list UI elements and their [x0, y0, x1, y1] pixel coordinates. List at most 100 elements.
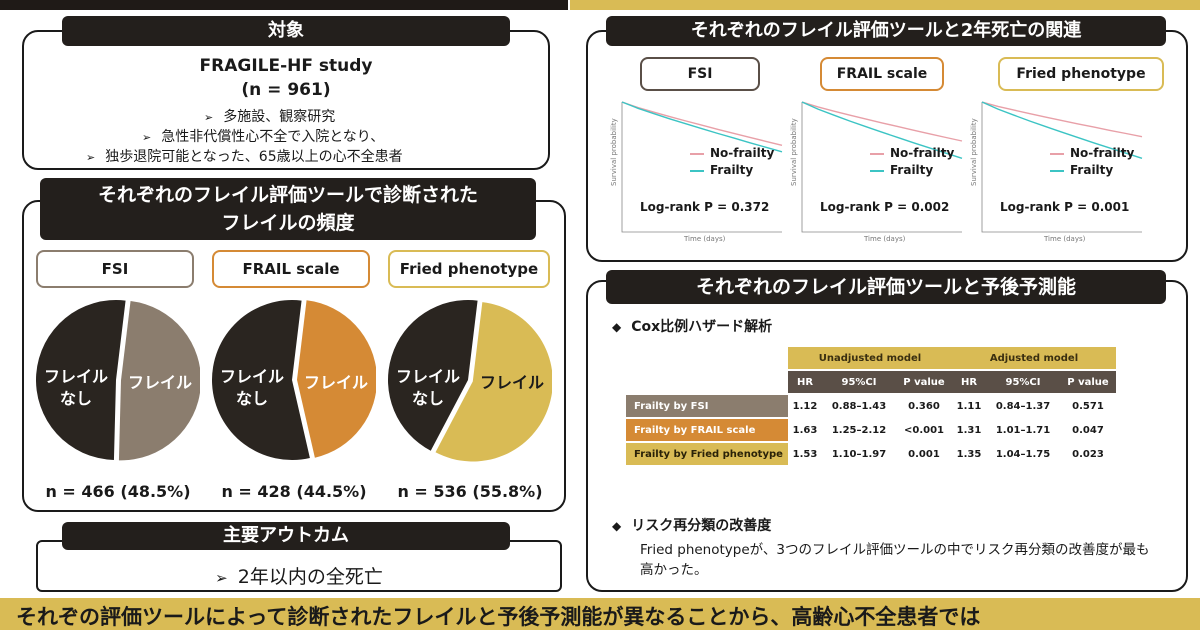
frequency-tool-label: Fried phenotype: [388, 250, 550, 288]
cox-cell: 1.11: [956, 400, 982, 412]
conclusion-banner: それぞの評価ツールによって診断されたフレイルと予後予測能が異なることから、高齢心…: [0, 598, 1200, 630]
km-x-axis-label: Time (days): [684, 235, 726, 243]
legend-label-no-frailty: No-frailty: [710, 146, 775, 160]
cox-cell: <0.001: [903, 424, 944, 436]
group-header-adjusted: Adjusted model: [952, 347, 1116, 369]
cox-cell: 1.04–1.75: [995, 448, 1051, 460]
cox-cell: 0.360: [908, 400, 940, 412]
km-legend-frailty: Frailty: [1050, 163, 1113, 177]
km-curve-frailty: [981, 101, 1143, 159]
col-header: HR: [788, 371, 822, 393]
km-tool-label: FRAIL scale: [820, 57, 944, 91]
mortality-header: それぞれのフレイル評価ツールと2年死亡の関連: [606, 16, 1166, 46]
arrow-bullet-icon: ➢: [215, 569, 228, 587]
cox-cell: 1.01–1.71: [995, 424, 1051, 436]
risk-reclassification-text: Fried phenotypeが、3つのフレイル評価ツールの中でリスク再分類の改…: [640, 542, 1150, 578]
risk-section-title: ◆ リスク再分類の改善度: [612, 518, 772, 534]
cox-row-label: Frailty by FRAIL scale: [626, 419, 788, 441]
km-x-axis-label: Time (days): [864, 235, 906, 243]
km-logrank-p: Log-rank P = 0.001: [1000, 200, 1130, 214]
subject-bullet-1: ➢ 多施設、観察研究: [204, 109, 336, 125]
km-logrank-p: Log-rank P = 0.002: [820, 200, 950, 214]
legend-label-frailty: Frailty: [890, 163, 934, 177]
frequency-tool-label: FRAIL scale: [212, 250, 370, 288]
legend-line-frailty: [870, 169, 884, 172]
legend-line-no-frailty: [690, 152, 704, 155]
pie-label-no-frailty: フレイル なし: [43, 367, 108, 408]
frequency-tool-label: FSI: [36, 250, 194, 288]
km-logrank-p: Log-rank P = 0.372: [640, 200, 770, 214]
study-sample-size: (n = 961): [241, 80, 331, 100]
col-header: 95%CI: [986, 371, 1060, 393]
km-plot: Survival probability Time (days) No-frailt…: [970, 96, 1146, 246]
legend-line-no-frailty: [870, 152, 884, 155]
cox-cell: 1.31: [956, 424, 982, 436]
frailty-frequency-header: それぞれのフレイル評価ツールで診断された フレイルの頻度: [40, 178, 536, 240]
subject-bullet-3: ➢ 独歩退院可能となった、65歳以上の心不全患者: [86, 149, 403, 165]
frailty-pie-chart: フレイル なし フレイル: [212, 296, 376, 466]
km-axes: [801, 102, 962, 233]
km-legend-no-frailty: No-frailty: [690, 146, 774, 160]
subject-header: 対象: [62, 16, 510, 46]
top-bar-right: [570, 0, 1200, 10]
prognosis-header: それぞれのフレイル評価ツールと予後予測能: [606, 270, 1166, 304]
arrow-bullet-icon: ➢: [142, 131, 152, 144]
km-legend-no-frailty: No-frailty: [1050, 146, 1134, 160]
pie-slice-frailty: [296, 300, 376, 458]
pie-label-frailty: フレイル: [303, 373, 368, 392]
pie-label-no-frailty: フレイル なし: [395, 367, 460, 408]
pie-label-frailty: フレイル: [127, 373, 192, 392]
km-y-axis-label: Survival probability: [970, 118, 978, 186]
pie-slice-frailty: [435, 302, 552, 462]
km-tool-label: Fried phenotype: [998, 57, 1164, 91]
km-y-axis-label: Survival probability: [790, 118, 798, 186]
pie-label-frailty: フレイル: [479, 373, 544, 392]
cox-cell: 1.12: [792, 400, 818, 412]
pie-slice-no-frailty: [388, 300, 478, 451]
km-plot: Survival probability Time (days) No-frailt…: [610, 96, 786, 246]
arrow-bullet-icon: ➢: [86, 151, 96, 164]
arrow-bullet-icon: ➢: [204, 111, 214, 124]
diamond-bullet-icon: ◆: [612, 519, 622, 533]
frailty-count-label: n = 466 (48.5%): [45, 482, 191, 501]
cox-row-label: Frailty by FSI: [626, 395, 788, 417]
legend-label-no-frailty: No-frailty: [890, 146, 955, 160]
km-legend-frailty: Frailty: [870, 163, 933, 177]
cox-cell: 1.25–2.12: [831, 424, 887, 436]
legend-line-frailty: [690, 169, 704, 172]
pie-slice-frailty: [118, 300, 200, 461]
cox-section-title: ◆ Cox比例ハザード解析: [612, 319, 773, 335]
km-curve-frailty: [621, 101, 783, 153]
top-bar-left: [0, 0, 568, 10]
frailty-count-label: n = 536 (55.8%): [397, 482, 543, 501]
col-header: P value: [1060, 371, 1116, 393]
cox-cell: 0.023: [1072, 448, 1104, 460]
cox-cell: 0.88–1.43: [831, 400, 887, 412]
cox-cell: 0.571: [1072, 400, 1104, 412]
cox-table-row: Frailty by FRAIL scale 1.63 1.25–2.12 <0.00…: [626, 419, 1116, 441]
frailty-count-label: n = 428 (44.5%): [221, 482, 367, 501]
cox-cell: 1.63: [792, 424, 818, 436]
diamond-bullet-icon: ◆: [612, 320, 622, 334]
cox-cell: 1.10–1.97: [831, 448, 887, 460]
km-curve-no-frailty: [981, 101, 1143, 138]
legend-label-frailty: Frailty: [1070, 163, 1114, 177]
cox-table-row: Frailty by Fried phenotype 1.53 1.10–1.97 0…: [626, 443, 1116, 465]
col-header: P value: [896, 371, 952, 393]
outcome-text: ➢ 2年以内の全死亡: [215, 566, 383, 588]
cox-table-row: Frailty by FSI 1.12 0.88–1.43 0.360 1.11 0.84…: [626, 395, 1116, 417]
frailty-pie-chart: フレイル なし フレイル: [36, 296, 200, 466]
legend-label-frailty: Frailty: [710, 163, 754, 177]
km-curve-no-frailty: [621, 101, 783, 146]
km-axes: [621, 102, 782, 233]
km-tool-label: FSI: [640, 57, 760, 91]
cox-cell: 0.001: [908, 448, 940, 460]
frailty-pie-chart: フレイル なし フレイル: [388, 296, 552, 466]
legend-line-no-frailty: [1050, 152, 1064, 155]
cox-row-label: Frailty by Fried phenotype: [626, 443, 788, 465]
km-x-axis-label: Time (days): [1044, 235, 1086, 243]
frequency-header-line1: それぞれのフレイル評価ツールで診断された: [97, 184, 478, 206]
outcome-header: 主要アウトカム: [62, 522, 510, 550]
cox-table: Unadjusted model Adjusted model HR 95%CI…: [626, 345, 1116, 467]
legend-label-no-frailty: No-frailty: [1070, 146, 1135, 160]
